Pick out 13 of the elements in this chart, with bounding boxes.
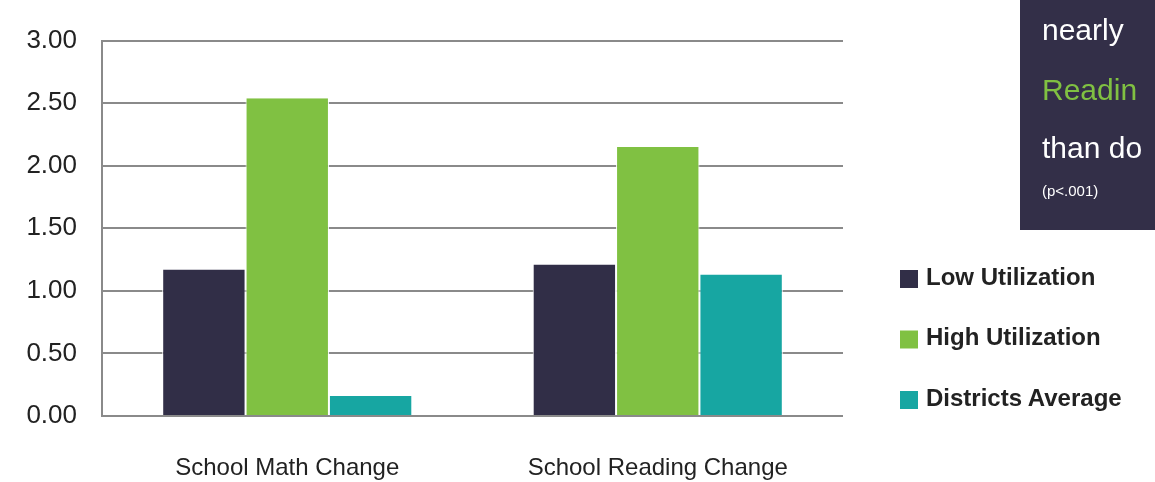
y-tick-label: 0.00 xyxy=(26,399,77,430)
y-tick-label: 2.50 xyxy=(26,86,77,117)
y-tick-label: 3.00 xyxy=(26,23,77,54)
x-tick-label: School Reading Change xyxy=(527,453,788,481)
y-tick-label: 2.00 xyxy=(26,148,77,179)
y-tick-label: 1.50 xyxy=(26,211,77,242)
legend-label: Low Utilization xyxy=(926,262,1096,290)
y-tick-label: 1.00 xyxy=(26,274,77,305)
x-tick-label: School Math Change xyxy=(175,453,400,481)
y-tick-label: 0.50 xyxy=(26,336,77,367)
callout-box: nearly Readin than do (p<.001) xyxy=(1020,0,1155,230)
legend-label: Districts Average xyxy=(926,383,1122,411)
legend-label: High Utilization xyxy=(926,323,1101,351)
